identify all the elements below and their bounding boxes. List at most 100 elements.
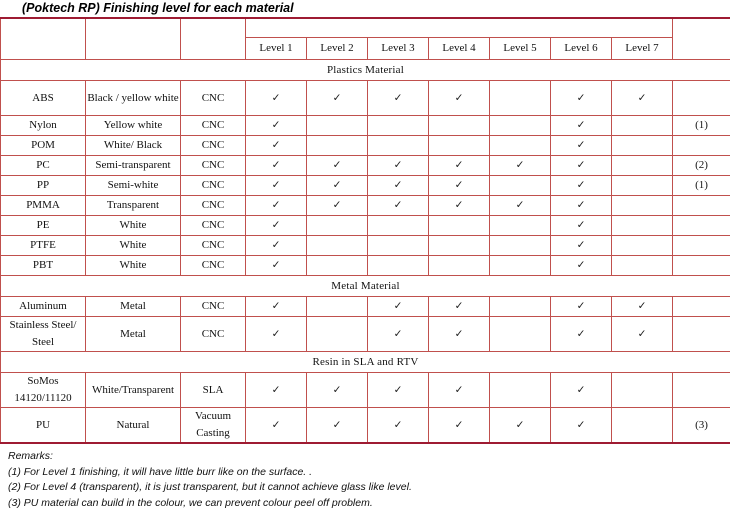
level-7-cell: ✓ [612,81,673,116]
material-colour: Black / yellow white [86,81,181,116]
level-7-cell [612,373,673,408]
level-2-cell: ✓ [307,156,368,176]
level-1-cell: ✓ [246,317,307,352]
header-blank-process [181,18,246,60]
header-level-6: Level 6 [551,38,612,60]
table-header: Level 1 Level 2 Level 3 Level 4 Level 5 … [1,18,730,60]
level-5-cell [490,256,551,276]
level-1-cell: ✓ [246,116,307,136]
level-4-cell: ✓ [429,81,490,116]
material-colour: White/Transparent [86,373,181,408]
section-heading-row: Resin in SLA and RTV [1,352,730,373]
level-5-cell [490,116,551,136]
level-6-cell: ✓ [551,116,612,136]
check-icon: ✓ [272,93,281,104]
material-colour: Semi-white [86,176,181,196]
level-3-cell: ✓ [368,317,429,352]
check-icon: ✓ [577,180,586,191]
level-5-cell [490,81,551,116]
check-icon: ✓ [455,160,464,171]
level-7-cell [612,196,673,216]
level-3-cell [368,236,429,256]
level-4-cell: ✓ [429,408,490,444]
check-icon: ✓ [394,200,403,211]
level-3-cell [368,136,429,156]
remark-item-2: (2) For Level 4 (transparent), it is jus… [8,480,730,496]
level-4-cell [429,256,490,276]
finishing-level-table: Level 1 Level 2 Level 3 Level 4 Level 5 … [0,17,730,444]
row-note [673,196,730,216]
material-process: CNC [181,297,246,317]
check-icon: ✓ [577,260,586,271]
material-name: Aluminum [1,297,86,317]
finishing-level-sheet: (Poktech RP) Finishing level for each ma… [0,0,730,494]
check-icon: ✓ [394,420,403,431]
check-icon: ✓ [455,329,464,340]
material-process: CNC [181,216,246,236]
check-icon: ✓ [272,420,281,431]
material-name: PC [1,156,86,176]
material-process: CNC [181,256,246,276]
header-level-5: Level 5 [490,38,551,60]
check-icon: ✓ [455,420,464,431]
level-4-cell [429,216,490,236]
level-1-cell: ✓ [246,81,307,116]
material-process: CNC [181,136,246,156]
check-icon: ✓ [516,200,525,211]
check-icon: ✓ [333,420,342,431]
check-icon: ✓ [455,200,464,211]
level-3-cell: ✓ [368,196,429,216]
level-4-cell: ✓ [429,176,490,196]
check-icon: ✓ [272,220,281,231]
level-3-cell [368,216,429,236]
check-icon: ✓ [272,200,281,211]
material-process: CNC [181,236,246,256]
check-icon: ✓ [577,160,586,171]
level-1-cell: ✓ [246,297,307,317]
level-6-cell: ✓ [551,297,612,317]
level-5-cell [490,216,551,236]
check-icon: ✓ [333,160,342,171]
row-note [673,81,730,116]
remarks-heading: Remarks: [8,449,730,465]
material-colour: White [86,216,181,236]
header-level-4: Level 4 [429,38,490,60]
level-3-cell [368,256,429,276]
check-icon: ✓ [455,93,464,104]
level-6-cell: ✓ [551,256,612,276]
header-blank-material [1,18,86,60]
material-process: SLA [181,373,246,408]
section-heading: Plastics Material [1,60,730,81]
level-6-cell: ✓ [551,216,612,236]
header-blank-note [673,18,730,60]
page-title: (Poktech RP) Finishing level for each ma… [0,0,730,17]
level-7-cell [612,408,673,444]
material-name: Stainless Steel/ Steel [1,317,86,352]
check-icon: ✓ [333,180,342,191]
material-colour: Metal [86,317,181,352]
check-icon: ✓ [333,200,342,211]
level-3-cell: ✓ [368,373,429,408]
row-note [673,256,730,276]
check-icon: ✓ [272,120,281,131]
check-icon: ✓ [577,329,586,340]
level-7-cell [612,136,673,156]
material-colour: Transparent [86,196,181,216]
level-5-cell [490,236,551,256]
level-5-cell [490,176,551,196]
material-process: CNC [181,317,246,352]
material-name: PTFE [1,236,86,256]
level-5-cell [490,373,551,408]
level-5-cell: ✓ [490,196,551,216]
check-icon: ✓ [333,385,342,396]
level-1-cell: ✓ [246,196,307,216]
row-note: (2) [673,156,730,176]
check-icon: ✓ [638,329,647,340]
material-name: PE [1,216,86,236]
level-4-cell [429,236,490,256]
